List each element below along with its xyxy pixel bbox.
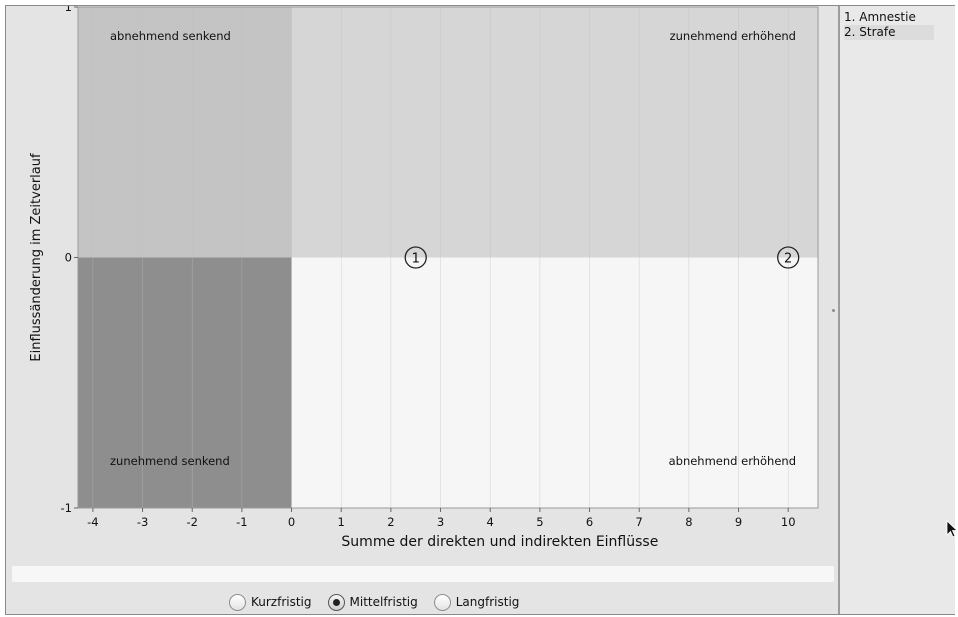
x-tick-label: 0 (288, 515, 295, 529)
quadrant-label: abnehmend senkend (110, 29, 231, 43)
progress-bar (12, 566, 834, 582)
radio-label: Mittelfristig (349, 595, 418, 609)
quadrant-3 (291, 257, 819, 508)
quadrant-label: abnehmend erhöhend (669, 454, 796, 468)
x-tick-label: 6 (586, 515, 593, 529)
timeframe-radio-group: Kurzfristig Mittelfristig Langfristig (229, 590, 535, 614)
influence-chart: abnehmend senkend zunehmend erhöhend zuneh… (29, 6, 819, 550)
panel-splitter[interactable] (838, 6, 840, 614)
x-axis-label: Summe der direkten und indirekten Einflü… (341, 534, 658, 550)
y-tick-label: -1 (61, 501, 72, 515)
data-point-label: 2 (784, 252, 792, 267)
radio-mittelfristig[interactable]: Mittelfristig (327, 593, 418, 611)
x-tick-label: -4 (87, 515, 98, 529)
radio-circle-icon[interactable] (433, 593, 451, 611)
x-tick-label: 7 (636, 515, 643, 529)
x-tick-label: 5 (536, 515, 543, 529)
factor-list-item[interactable]: 2. Strafe (844, 25, 934, 40)
radio-langfristig[interactable]: Langfristig (433, 593, 520, 611)
x-tick-label: -3 (137, 515, 148, 529)
radio-label: Kurzfristig (251, 595, 312, 609)
quadrant-label: zunehmend senkend (110, 454, 230, 468)
splitter-grip-icon[interactable] (832, 309, 835, 312)
y-axis-label: Einflussänderung im Zeitverlauf (29, 153, 44, 362)
factor-list: 1. Amnestie 2. Strafe (844, 10, 934, 40)
data-point-marker[interactable] (404, 246, 427, 269)
x-tick-label: 9 (735, 515, 742, 529)
factor-list-item[interactable]: 1. Amnestie (844, 10, 916, 24)
mouse-pointer-icon (946, 520, 958, 538)
data-point-label: 1 (412, 252, 420, 267)
radio-label: Langfristig (455, 595, 520, 609)
quadrant-label: zunehmend erhöhend (670, 29, 796, 43)
x-tick-label: 3 (437, 515, 444, 529)
x-tick-label: 4 (487, 515, 494, 529)
y-tick-label: 1 (65, 6, 72, 14)
x-tick-label: 10 (781, 515, 796, 529)
chart-panel: abnehmend senkend zunehmend erhöhend zuneh… (6, 6, 838, 614)
y-tick-label: 0 (65, 251, 72, 265)
radio-checked-icon[interactable] (327, 593, 345, 611)
radio-circle-icon[interactable] (229, 593, 246, 611)
factor-legend-panel: 1. Amnestie 2. Strafe (840, 6, 955, 614)
x-tick-label: -1 (236, 515, 247, 529)
x-tick-label: 1 (338, 515, 345, 529)
quadrant-2 (78, 257, 292, 508)
x-tick-label: 2 (387, 515, 394, 529)
x-tick-label: -2 (186, 515, 197, 529)
data-point-marker[interactable] (777, 246, 800, 269)
x-tick-label: 8 (685, 515, 692, 529)
quadrant-1 (291, 7, 819, 258)
quadrant-0 (78, 7, 292, 258)
radio-kurzfristig[interactable]: Kurzfristig (229, 593, 312, 611)
